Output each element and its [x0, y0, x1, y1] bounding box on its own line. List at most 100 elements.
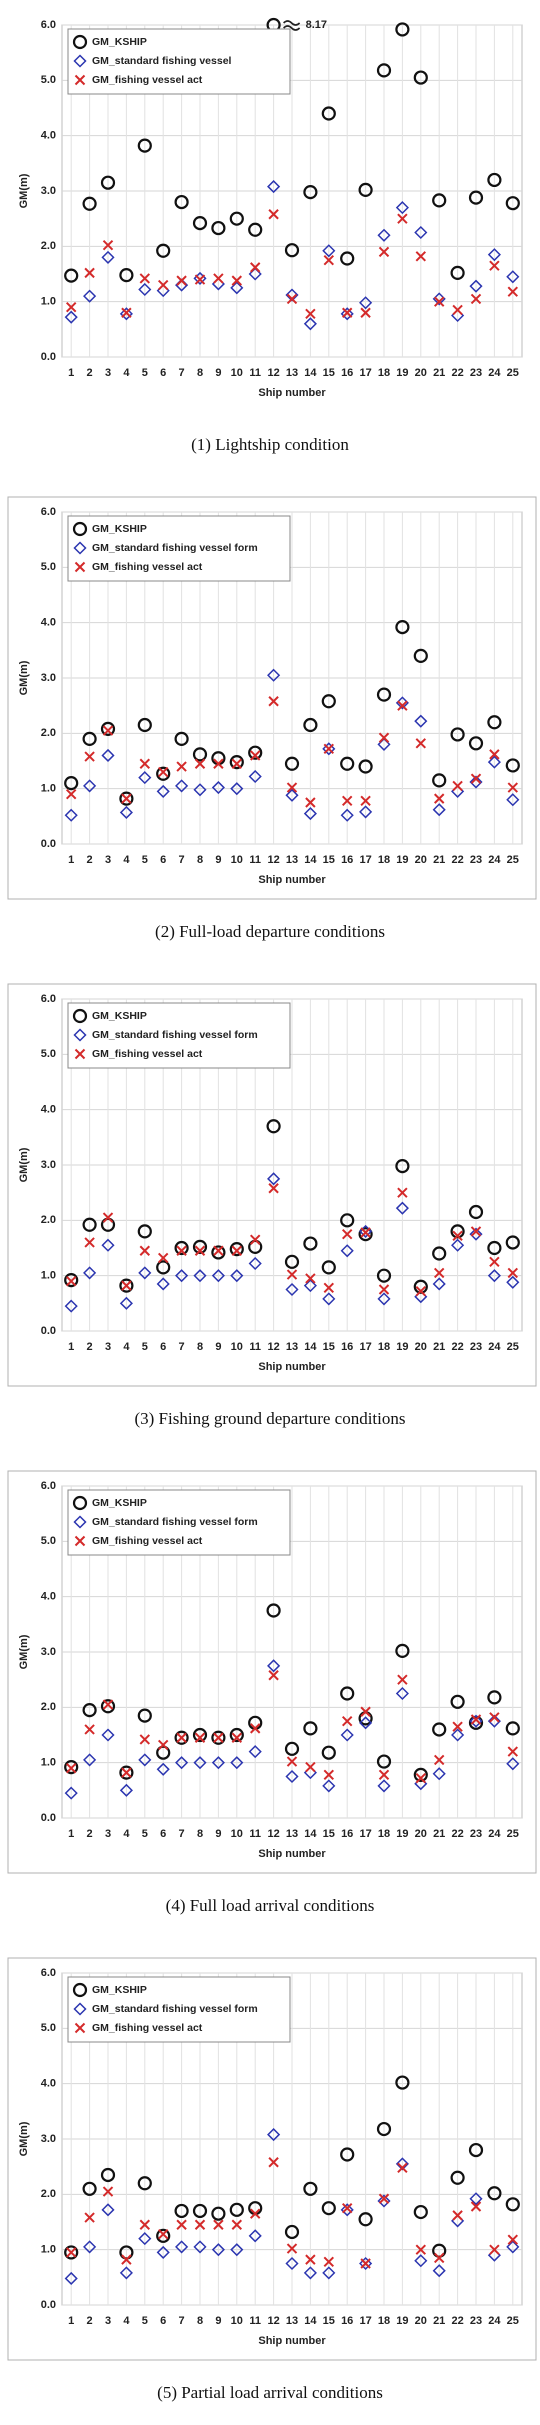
legend-text: GM_KSHIP [92, 1984, 147, 1996]
point [470, 1226, 482, 1237]
point [360, 2258, 371, 2269]
point [395, 201, 409, 215]
x-tick-label: 14 [304, 854, 317, 866]
y-tick-label: 1.0 [41, 1270, 56, 1282]
point [340, 756, 355, 771]
y-tick-label: 2.0 [41, 240, 56, 252]
point [432, 2264, 446, 2278]
legend-marker [74, 1535, 86, 1547]
x-tick-label: 10 [231, 1341, 243, 1353]
x-tick-label: 22 [451, 854, 463, 866]
point [378, 1284, 390, 1295]
point [433, 2252, 445, 2264]
x-tick-label: 11 [249, 1341, 261, 1353]
point [119, 1765, 134, 1780]
point [286, 1756, 298, 1767]
point [340, 808, 354, 822]
point [231, 1732, 243, 1743]
point [378, 2193, 390, 2204]
x-tick-label: 19 [396, 1341, 408, 1353]
point [157, 1252, 169, 1264]
x-tick-label: 19 [396, 1828, 408, 1840]
point [322, 1779, 336, 1793]
point [84, 2212, 95, 2223]
x-tick-label: 1 [68, 1828, 74, 1840]
y-tick-label: 3.0 [41, 1646, 56, 1658]
x-tick-label: 23 [470, 2315, 482, 2327]
x-tick-label: 17 [359, 854, 371, 866]
legend-text: GM_standard fishing vessel [92, 55, 232, 67]
point [489, 749, 500, 760]
point [175, 1269, 189, 1283]
point [507, 286, 519, 297]
x-tick-label: 3 [105, 854, 111, 866]
point [65, 2247, 77, 2258]
x-tick-label: 18 [378, 854, 390, 866]
point [469, 1227, 483, 1241]
point [65, 1762, 77, 1774]
x-tick-label: 17 [359, 2315, 371, 2327]
chart: 0.01.02.03.04.05.06.01 2 3 4 5 6 7 8 9 10 11 12 13 14… [7, 1470, 537, 1915]
point [100, 2167, 116, 2183]
point [211, 1245, 226, 1260]
x-tick-label: 20 [415, 854, 427, 866]
point [469, 1714, 483, 1728]
caption: (5) Partial load arrival conditions [157, 2383, 383, 2402]
point [231, 1245, 243, 1256]
point [119, 268, 134, 283]
point [230, 2243, 244, 2257]
y-tick-label: 5.0 [41, 1048, 56, 1060]
point [231, 275, 243, 286]
x-tick-label: 11 [249, 367, 261, 379]
point [451, 1238, 465, 1252]
point [174, 1240, 189, 1256]
point [341, 795, 353, 807]
value-label: 8.17 [306, 19, 327, 31]
point [213, 273, 224, 284]
x-tick-label: 15 [323, 854, 335, 866]
legend-marker [73, 541, 87, 555]
y-tick-label: 6.0 [41, 1480, 56, 1492]
point [341, 1715, 353, 1727]
x-tick-label: 20 [415, 2315, 427, 2327]
point [323, 743, 335, 755]
legend-marker [73, 1028, 87, 1042]
x-tick-label: 24 [488, 1341, 501, 1353]
point [487, 1269, 501, 1283]
x-tick-label: 24 [488, 367, 501, 379]
point [266, 1119, 281, 1134]
point [450, 1224, 465, 1239]
point [84, 751, 95, 762]
point [359, 805, 373, 819]
x-tick-label: 14 [304, 1341, 317, 1353]
y-axis-label: GM(m) [18, 1147, 30, 1182]
x-tick-label: 2 [87, 1828, 93, 1840]
point [138, 1753, 152, 1767]
x-tick-label: 21 [433, 2315, 445, 2327]
point [121, 793, 132, 804]
point [156, 784, 170, 798]
point [303, 717, 318, 733]
x-tick-label: 23 [470, 1828, 482, 1840]
x-tick-label: 23 [470, 854, 482, 866]
point [415, 738, 427, 749]
point [284, 1254, 300, 1269]
point [507, 782, 519, 793]
chart: 0.01.02.03.04.05.06.01 2 3 4 5 6 7 8 9 10 11 12 13 14… [7, 983, 537, 1428]
point [413, 2204, 428, 2220]
point [82, 731, 97, 746]
x-tick-label: 11 [249, 854, 261, 866]
point [487, 172, 502, 188]
point [505, 2197, 520, 2212]
point [433, 1754, 445, 1766]
chart: 0.01.02.03.04.05.06.01 2 3 4 5 6 7 8 9 10 11 12 13 14… [7, 1957, 537, 2402]
point [506, 270, 520, 284]
point [230, 281, 244, 295]
point [468, 736, 484, 751]
point [65, 301, 77, 313]
point [451, 1728, 465, 1742]
point [119, 1783, 133, 1797]
point [82, 1217, 97, 1232]
point [156, 2245, 170, 2259]
x-tick-label: 13 [286, 1341, 298, 1353]
